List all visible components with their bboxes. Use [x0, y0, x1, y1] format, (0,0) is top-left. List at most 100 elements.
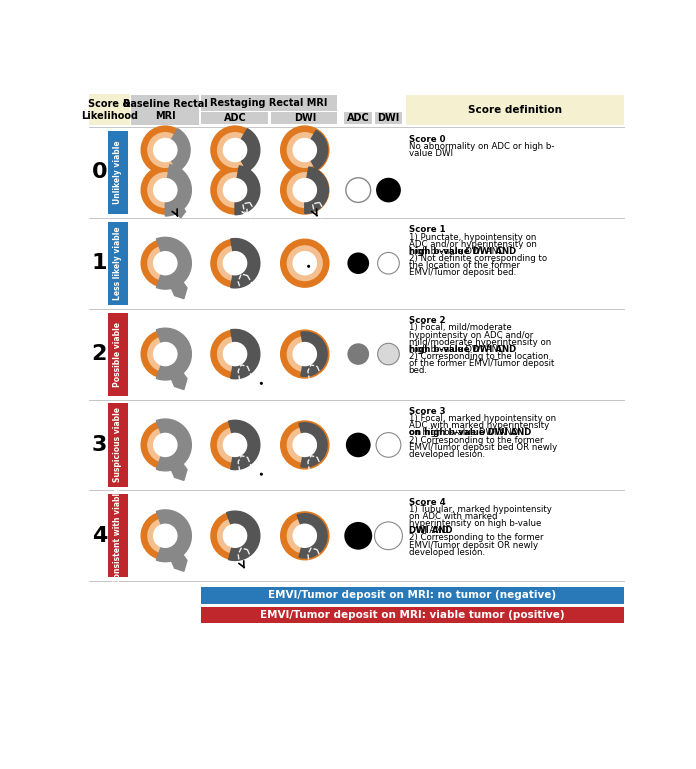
Circle shape: [287, 245, 323, 281]
Circle shape: [374, 522, 402, 550]
Circle shape: [292, 433, 317, 458]
Polygon shape: [301, 332, 327, 376]
Circle shape: [210, 511, 260, 561]
Circle shape: [345, 522, 372, 550]
Text: on ADC with marked: on ADC with marked: [409, 512, 497, 521]
Text: DWI AND: DWI AND: [409, 527, 452, 535]
Text: high b-value DWI AND: high b-value DWI AND: [409, 247, 516, 256]
Text: developed lesion.: developed lesion.: [409, 450, 484, 459]
Bar: [108, 494, 128, 578]
Text: on high b-value DWI AND: on high b-value DWI AND: [409, 428, 518, 438]
Text: EMVI/Tumor deposit bed OR newly: EMVI/Tumor deposit bed OR newly: [409, 443, 557, 451]
Circle shape: [210, 238, 260, 288]
Text: 2) Corresponding to the former: 2) Corresponding to the former: [409, 435, 543, 444]
Text: Unlikely viable: Unlikely viable: [113, 141, 122, 205]
Text: Suspicious viable: Suspicious viable: [113, 408, 122, 482]
Circle shape: [153, 251, 177, 275]
Polygon shape: [230, 329, 260, 378]
Circle shape: [347, 252, 369, 274]
Text: Score 4: Score 4: [409, 498, 445, 507]
Circle shape: [141, 511, 190, 561]
Text: Score 0: Score 0: [409, 135, 445, 144]
Circle shape: [153, 178, 177, 202]
Text: ADC and/or hyperintensity on: ADC and/or hyperintensity on: [409, 240, 537, 248]
Text: 1) Focal, mild/moderate: 1) Focal, mild/moderate: [409, 324, 512, 332]
Text: Restaging Rectal MRI: Restaging Rectal MRI: [210, 98, 328, 108]
Text: the location of the former: the location of the former: [409, 261, 520, 270]
Text: DWI AND: DWI AND: [409, 527, 448, 535]
Circle shape: [141, 125, 190, 175]
Circle shape: [287, 427, 323, 463]
Text: Score definition: Score definition: [468, 105, 562, 115]
Circle shape: [307, 265, 310, 268]
Text: EMVI/Tumor deposit on MRI: no tumor (negative): EMVI/Tumor deposit on MRI: no tumor (neg…: [269, 591, 557, 601]
Circle shape: [292, 524, 317, 548]
Text: hypointensity on ADC and/or: hypointensity on ADC and/or: [409, 331, 533, 340]
Circle shape: [153, 138, 177, 162]
Polygon shape: [157, 238, 191, 289]
Text: mild/moderate hyperintensity on: mild/moderate hyperintensity on: [409, 338, 551, 347]
Circle shape: [141, 329, 190, 378]
Circle shape: [280, 238, 330, 288]
Bar: [108, 404, 128, 487]
Text: No abnormality on ADC or high b-: No abnormality on ADC or high b-: [409, 141, 554, 151]
Circle shape: [223, 433, 247, 458]
Text: 2) Not definite corresponding to: 2) Not definite corresponding to: [409, 254, 547, 263]
Circle shape: [223, 251, 247, 275]
Circle shape: [347, 343, 369, 365]
Circle shape: [217, 132, 253, 168]
Polygon shape: [297, 514, 327, 558]
Text: 1) Tubular, marked hypointensity: 1) Tubular, marked hypointensity: [409, 505, 551, 514]
Text: value DWI: value DWI: [409, 148, 452, 158]
Circle shape: [210, 329, 260, 378]
Circle shape: [147, 427, 183, 463]
Text: Less likely viable: Less likely viable: [113, 226, 122, 300]
Circle shape: [376, 433, 401, 458]
Text: EMVI/Tumor deposit bed.: EMVI/Tumor deposit bed.: [409, 268, 516, 277]
Text: on high b-value DWI AND: on high b-value DWI AND: [409, 428, 531, 438]
Circle shape: [378, 252, 400, 274]
Text: high b-value DWI AND: high b-value DWI AND: [409, 345, 505, 354]
Polygon shape: [226, 511, 260, 561]
Text: 1) Punctate, hypointensity on: 1) Punctate, hypointensity on: [409, 232, 536, 241]
Bar: [108, 131, 128, 214]
Circle shape: [287, 336, 323, 372]
Polygon shape: [157, 328, 191, 380]
Text: 0: 0: [92, 162, 107, 182]
Polygon shape: [299, 423, 327, 467]
Text: Score 1: Score 1: [409, 225, 445, 235]
Circle shape: [280, 421, 330, 470]
Polygon shape: [170, 275, 187, 298]
Circle shape: [292, 178, 317, 202]
Circle shape: [147, 172, 183, 208]
Circle shape: [280, 511, 330, 561]
Circle shape: [223, 178, 247, 202]
Text: 2: 2: [92, 344, 107, 364]
Text: Baseline Rectal
MRI: Baseline Rectal MRI: [123, 99, 207, 121]
Circle shape: [210, 165, 260, 215]
Bar: [131, 95, 199, 125]
Circle shape: [153, 524, 177, 548]
Circle shape: [147, 518, 183, 554]
Circle shape: [287, 172, 323, 208]
Text: ADC: ADC: [223, 113, 246, 123]
Text: 4: 4: [92, 526, 107, 546]
Polygon shape: [235, 166, 260, 215]
Circle shape: [287, 518, 323, 554]
Circle shape: [217, 427, 253, 463]
Circle shape: [223, 342, 247, 366]
Text: DWI: DWI: [377, 113, 400, 123]
Polygon shape: [170, 548, 187, 571]
Circle shape: [223, 138, 247, 162]
Polygon shape: [305, 167, 329, 214]
Bar: [201, 95, 338, 111]
Text: 2) Corresponding to the location: 2) Corresponding to the location: [409, 351, 548, 361]
Bar: [271, 112, 338, 124]
Text: ADC with marked hyperintensity: ADC with marked hyperintensity: [409, 421, 549, 431]
Bar: [406, 95, 624, 125]
Polygon shape: [157, 510, 191, 561]
Circle shape: [147, 132, 183, 168]
Circle shape: [280, 165, 330, 215]
Text: 1: 1: [92, 253, 107, 273]
Text: hyperintensity on high b-value: hyperintensity on high b-value: [409, 519, 541, 528]
